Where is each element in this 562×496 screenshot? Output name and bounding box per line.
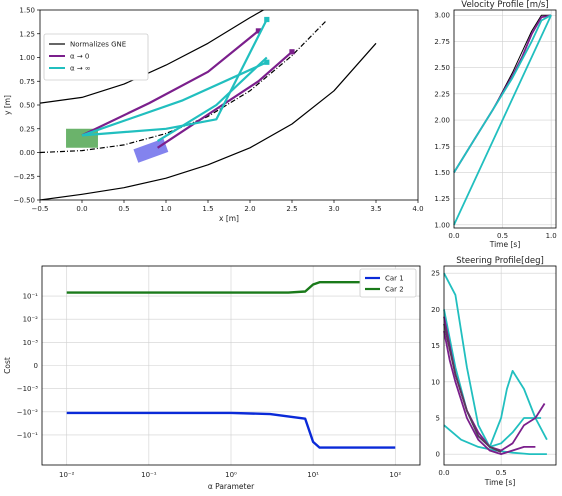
steering-series-6	[443, 323, 502, 453]
cost-frame	[41, 265, 421, 466]
steering-plot: 0.0 0.5 0 5 10 15 20 25 Steering Profile[deg] Tim…	[431, 256, 556, 487]
vel-ytick-label: 2.25	[434, 90, 450, 98]
vel-ytick-label: 1.50	[434, 169, 450, 177]
vel-ytick-label: 1.00	[434, 221, 450, 229]
cost-series-1	[66, 411, 396, 449]
trajectory-series-7	[81, 61, 268, 137]
trajectory-series-2	[40, 42, 377, 200]
cost-ylabel: Cost	[3, 357, 12, 374]
cost-area	[66, 281, 396, 449]
cost-ytick-label: 10⁻²	[23, 316, 39, 324]
traj-legend-label: Normalizes GNE	[70, 41, 126, 49]
vel-ytick-label: 2.00	[434, 117, 450, 125]
traj-xtick-label: 4.0	[412, 205, 423, 213]
vel-ytick-label: 3.00	[434, 12, 450, 20]
cost-xtick-label: 10²	[389, 471, 401, 479]
traj-xtick-label: −0.5	[32, 205, 49, 213]
traj-ytick-label: 1.50	[19, 7, 35, 15]
cost-xlabel: α Parameter	[208, 482, 255, 491]
traj-ytick-label: 0.00	[19, 149, 35, 157]
traj-xtick-label: 1.0	[160, 205, 171, 213]
trajectory-frame	[39, 9, 419, 201]
traj-xlabel: x [m]	[219, 214, 239, 223]
traj-legend-box	[43, 33, 149, 81]
trajectory-series-8	[157, 56, 268, 143]
traj-xtick-label: 3.0	[328, 205, 339, 213]
steer-ytick-label: 5	[436, 414, 440, 422]
traj-legend-label: α → 0	[70, 53, 89, 61]
trajectory-series-1	[40, 10, 265, 104]
steer-xtick-label: 0.5	[496, 469, 507, 477]
steer-ytick-label: 20	[431, 306, 440, 314]
trajectory-endpoint-7	[264, 59, 270, 65]
steer-xlabel: Time [s]	[484, 478, 516, 487]
velocity-frame	[453, 9, 557, 229]
cost-ytick-label: −10⁻²	[17, 408, 38, 416]
trajectory-area	[40, 10, 377, 200]
vel-ytick-label: 1.75	[434, 143, 450, 151]
vel-ytick-label: 2.50	[434, 64, 450, 72]
trajectory-endpoint-6	[264, 16, 270, 23]
velocity-title: Velocity Profile [m/s]	[461, 0, 548, 10]
steering-series-1	[443, 272, 548, 448]
cost-legend-label: Car 2	[385, 286, 404, 294]
steer-xtick-label: 0.0	[438, 469, 449, 477]
steering-series-3	[443, 424, 547, 455]
traj-xtick-label: 0.0	[76, 205, 87, 213]
traj-xtick-label: 1.5	[202, 205, 213, 213]
cost-ytick-label: −10⁻³	[17, 385, 38, 393]
steer-ytick-label: 10	[431, 378, 440, 386]
traj-xtick-label: 2.5	[286, 205, 297, 213]
traj-xtick-label: 0.5	[118, 205, 129, 213]
trajectory-series-6	[81, 19, 268, 137]
traj-ytick-label: 0.25	[19, 125, 35, 133]
cost-legend: Car 1 Car 2	[359, 268, 417, 298]
steering-series-5	[443, 330, 536, 455]
steer-ytick-label: 0	[436, 451, 440, 459]
traj-ytick-label: 1.00	[19, 54, 35, 62]
vel-xtick-label: 0.5	[497, 232, 508, 240]
cost-series-2	[66, 281, 396, 294]
cost-xtick-label: 10⁻¹	[141, 471, 157, 479]
steering-title: Steering Profile[deg]	[456, 256, 544, 266]
cost-xtick-label: 10⁻²	[59, 471, 75, 479]
cost-xtick-label: 10⁰	[225, 471, 237, 479]
trajectory-endpoint-5	[289, 49, 295, 55]
traj-ytick-label: −0.25	[14, 173, 35, 181]
cost-ytick-label: 10⁻³	[23, 339, 39, 347]
traj-xtick-label: 2.0	[244, 205, 255, 213]
vel-ytick-label: 2.75	[434, 38, 450, 46]
traj-ytick-label: 0.50	[19, 102, 35, 110]
cost-plot: 10⁻² 10⁻¹ 10⁰ 10¹ 10² 10⁻¹ 10⁻² 10⁻³ 0 −10⁻³ −10⁻²…	[3, 266, 420, 491]
traj-ytick-label: −0.50	[14, 197, 35, 205]
vel-xtick-label: 0.0	[448, 232, 459, 240]
traj-ylabel: y [m]	[3, 95, 12, 115]
velocity-plot: 0.0 0.5 1.0 1.00 1.25 1.50 1.75 2.00 2.25 2.50 2.7…	[434, 0, 556, 249]
cost-ytick-label: −10⁻¹	[17, 431, 38, 439]
steering-frame	[443, 265, 557, 466]
vel-xlabel: Time [s]	[489, 240, 521, 249]
cost-legend-label: Car 1	[385, 275, 404, 283]
steer-ytick-label: 25	[431, 270, 440, 278]
traj-ytick-label: 1.25	[19, 30, 35, 38]
traj-legend: Normalizes GNE α → 0 α → ∞	[43, 33, 149, 81]
steer-ytick-label: 15	[431, 342, 440, 350]
traj-ytick-label: 0.75	[19, 78, 35, 86]
trajectory-series-4	[81, 30, 260, 137]
cost-xtick-label: 10¹	[307, 471, 319, 479]
velocity-series-4	[453, 14, 552, 226]
vel-xtick-label: 1.0	[546, 232, 557, 240]
velocity-series-3	[453, 14, 552, 173]
trajectory-plot: −0.5 0.0 0.5 1.0 1.5 2.0 2.5 3.0 3.5 4.0 −0.50 −0.2…	[3, 7, 424, 224]
cost-ytick-label: 0	[34, 362, 38, 370]
traj-legend-label: α → ∞	[70, 65, 91, 73]
cost-ytick-label: 10⁻¹	[23, 293, 39, 301]
steering-series-2	[443, 309, 542, 448]
vel-ytick-label: 1.25	[434, 195, 450, 203]
trajectory-series-5	[156, 50, 293, 149]
traj-xtick-label: 3.5	[370, 205, 381, 213]
trajectory-endpoint-4	[255, 28, 261, 34]
car-box-2	[133, 138, 169, 163]
